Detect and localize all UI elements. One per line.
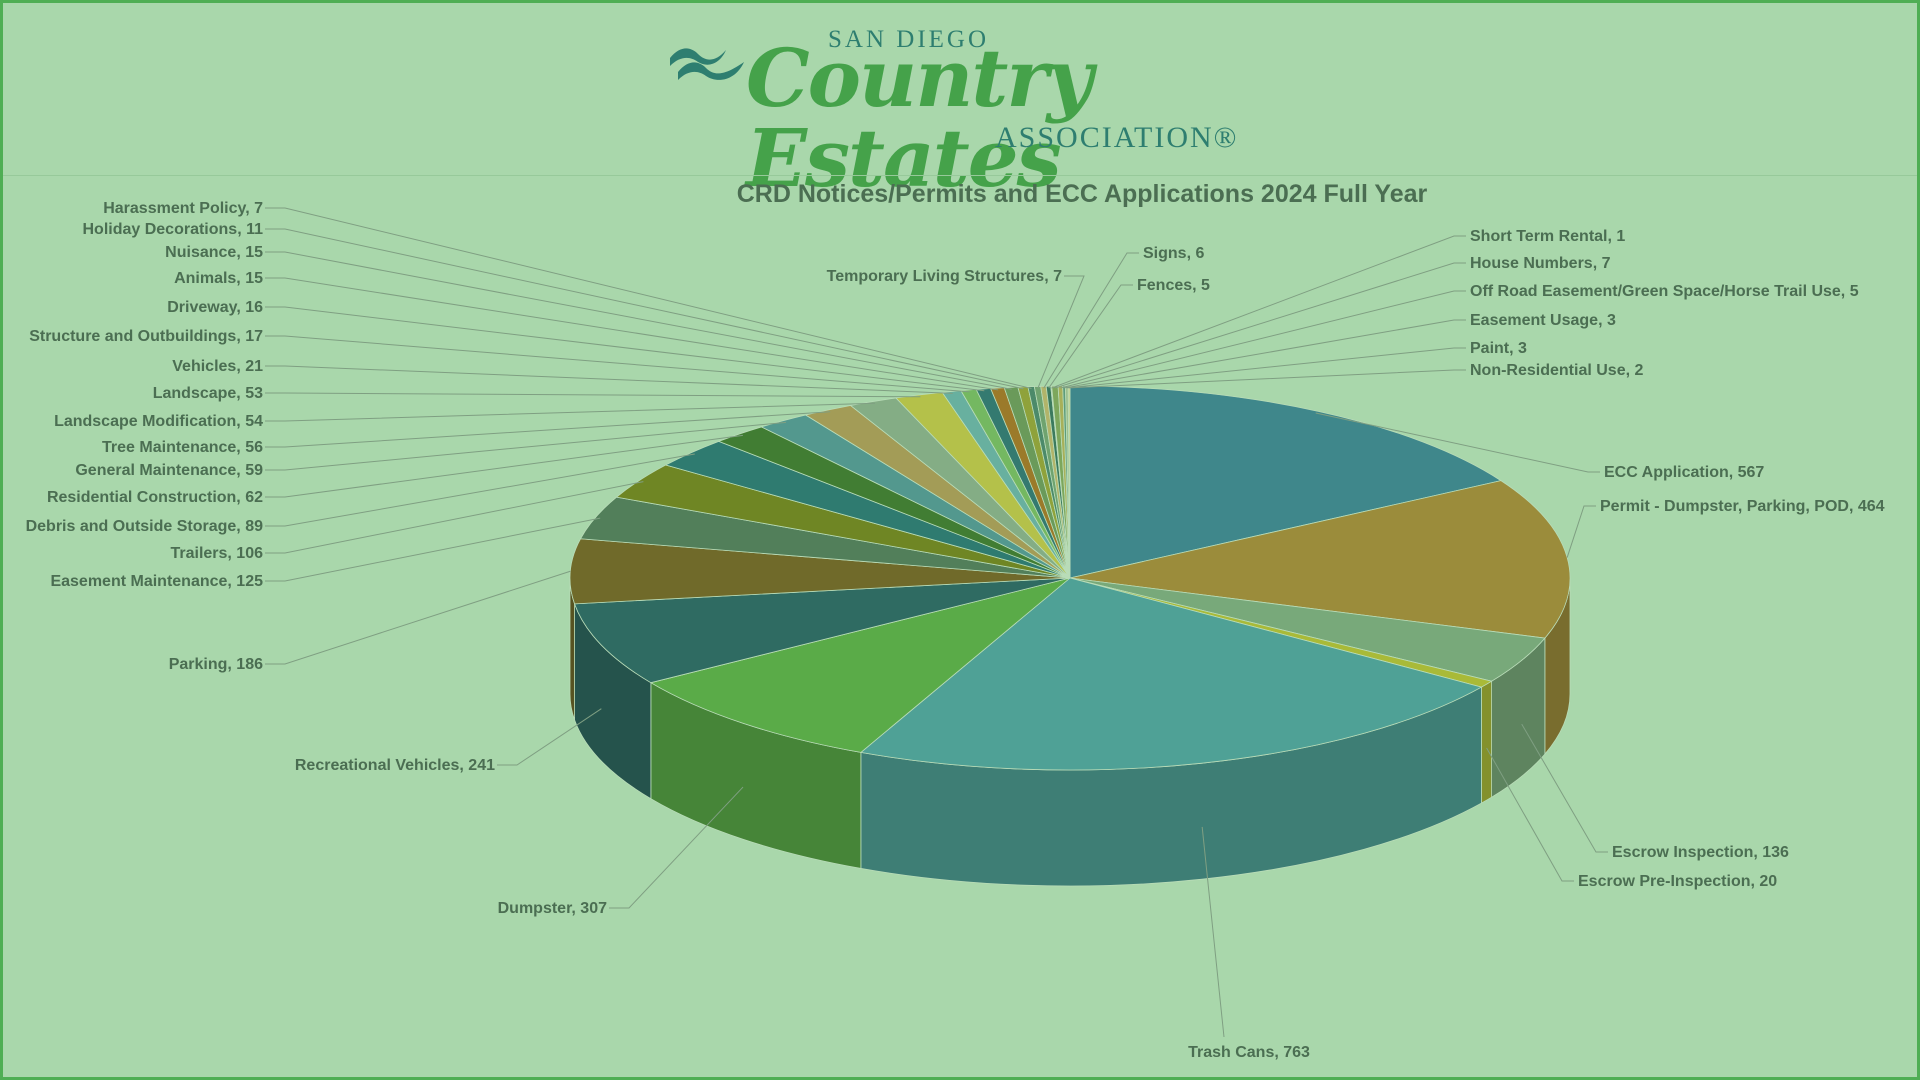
leader-line-animals xyxy=(265,277,999,391)
leader-line-nuisance xyxy=(265,251,1012,390)
data-label-animals: Animals, 15 xyxy=(174,270,263,287)
leader-line-off-road-easement-green-space-horse-trail-use xyxy=(1060,290,1466,389)
leader-line-general-maintenance xyxy=(265,421,787,471)
leader-line-escrow-inspection xyxy=(1521,723,1608,853)
data-label-temporary-living-structures: Temporary Living Structures, 7 xyxy=(827,268,1062,285)
pie-side-escrow-pre-inspection xyxy=(1481,680,1492,804)
data-label-trailers: Trailers, 106 xyxy=(170,545,263,562)
leader-line-house-numbers xyxy=(1054,262,1466,389)
data-label-recreational-vehicles: Recreational Vehicles, 241 xyxy=(295,757,495,774)
data-label-easement-usage: Easement Usage, 3 xyxy=(1470,312,1616,329)
leader-line-signs xyxy=(1043,252,1139,389)
leader-line-escrow-pre-inspection xyxy=(1486,747,1574,882)
leader-line-holiday-decorations xyxy=(265,228,1024,390)
data-label-paint: Paint, 3 xyxy=(1470,340,1527,357)
data-label-non-residential-use: Non-Residential Use, 2 xyxy=(1470,362,1643,379)
leader-line-fences xyxy=(1048,284,1133,389)
data-label-permit-dumpster-parking-pod: Permit - Dumpster, Parking, POD, 464 xyxy=(1600,498,1885,515)
pie-slice-trash-cans xyxy=(859,577,1483,771)
data-label-debris-and-outside-storage: Debris and Outside Storage, 89 xyxy=(26,518,264,535)
data-label-vehicles: Vehicles, 21 xyxy=(172,358,263,375)
leader-line-harassment-policy xyxy=(265,207,1032,389)
data-label-easement-maintenance: Easement Maintenance, 125 xyxy=(50,573,263,590)
data-label-trash-cans: Trash Cans, 763 xyxy=(1188,1044,1310,1061)
pie-slice-permit-dumpster-parking-pod xyxy=(1069,480,1571,639)
data-label-landscape-modification: Landscape Modification, 54 xyxy=(54,413,263,430)
leader-line-landscape xyxy=(265,392,921,398)
leader-line-residential-construction xyxy=(265,434,743,498)
pie-slice-parking xyxy=(569,538,1071,605)
data-label-house-numbers: House Numbers, 7 xyxy=(1470,255,1611,272)
leader-line-trailers xyxy=(265,481,644,554)
leader-line-debris-and-outside-storage xyxy=(265,453,695,527)
wave-logo-icon xyxy=(670,48,744,80)
data-label-holiday-decorations: Holiday Decorations, 11 xyxy=(82,221,263,238)
data-label-escrow-pre-inspection: Escrow Pre-Inspection, 20 xyxy=(1578,873,1777,890)
leader-line-dumpster xyxy=(609,786,744,909)
leader-line-trash-cans xyxy=(1201,826,1225,1038)
pie-slice-dumpster xyxy=(649,577,1071,753)
data-label-general-maintenance: General Maintenance, 59 xyxy=(75,462,263,479)
leader-line-easement-usage xyxy=(1064,319,1466,389)
data-label-driveway: Driveway, 16 xyxy=(167,299,263,316)
data-label-residential-construction: Residential Construction, 62 xyxy=(47,489,263,506)
logo-line-san-diego: SAN DIEGO xyxy=(828,26,990,53)
data-label-nuisance: Nuisance, 15 xyxy=(165,244,263,261)
leader-line-temporary-living-structures xyxy=(1037,275,1085,389)
data-label-landscape: Landscape, 53 xyxy=(153,385,263,402)
data-label-dumpster: Dumpster, 307 xyxy=(498,900,607,917)
data-label-fences: Fences, 5 xyxy=(1137,277,1210,294)
pie-slice-recreational-vehicles xyxy=(574,577,1071,684)
pie-slice-ecc-application xyxy=(1069,385,1502,579)
leader-line-landscape-modification xyxy=(265,402,875,422)
data-label-signs: Signs, 6 xyxy=(1143,245,1204,262)
header-divider xyxy=(3,175,1917,176)
leader-line-non-residential-use xyxy=(1069,369,1466,389)
data-label-ecc-application: ECC Application, 567 xyxy=(1604,464,1764,481)
association-logo: SAN DIEGO Country Estates ASSOCIATION® xyxy=(668,26,1258,198)
leader-line-permit-dumpster-parking-pod xyxy=(1566,505,1596,558)
data-label-short-term-rental: Short Term Rental, 1 xyxy=(1470,228,1625,245)
leader-line-structure-and-outbuildings xyxy=(265,335,970,393)
data-label-off-road-easement-green-space-horse-trail-use: Off Road Easement/Green Space/Horse Trai… xyxy=(1470,283,1859,300)
leader-line-recreational-vehicles xyxy=(497,708,602,766)
logo-line-country-estates: Country Estates xyxy=(746,31,1093,205)
leader-line-short-term-rental xyxy=(1051,235,1466,389)
data-label-escrow-inspection: Escrow Inspection, 136 xyxy=(1612,844,1789,861)
logo-line-association: ASSOCIATION® xyxy=(995,121,1239,154)
leader-line-tree-maintenance xyxy=(265,411,831,448)
data-label-tree-maintenance: Tree Maintenance, 56 xyxy=(102,439,263,456)
leader-line-ecc-application xyxy=(1315,412,1600,473)
leader-line-paint xyxy=(1066,347,1466,389)
leader-line-driveway xyxy=(265,306,985,392)
data-label-harassment-policy: Harassment Policy, 7 xyxy=(103,200,263,217)
leader-line-parking xyxy=(265,570,571,665)
chart-title: CRD Notices/Permits and ECC Applications… xyxy=(736,180,1428,208)
leader-line-vehicles xyxy=(265,365,953,394)
data-label-structure-and-outbuildings: Structure and Outbuildings, 17 xyxy=(29,328,263,345)
data-label-parking: Parking, 186 xyxy=(169,656,263,673)
leader-line-easement-maintenance xyxy=(265,517,601,582)
